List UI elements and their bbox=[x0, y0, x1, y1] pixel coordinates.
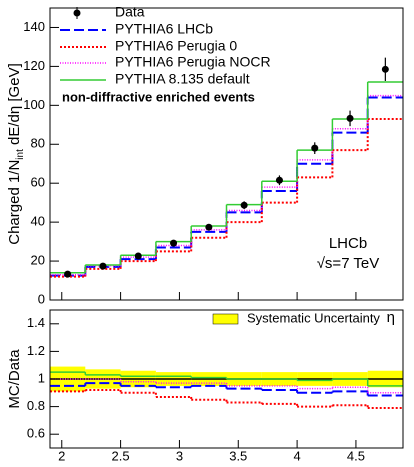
y-axis-label-part: MC/Data bbox=[6, 349, 23, 409]
legend-label: PYTHIA6 LHCb bbox=[115, 21, 213, 37]
legend-label: PYTHIA 8.135 default bbox=[115, 71, 250, 87]
x-tick-label: 3 bbox=[176, 448, 183, 463]
plot-area bbox=[50, 366, 403, 409]
y-tick-label: 60 bbox=[31, 175, 45, 190]
y-tick-label: 0 bbox=[38, 291, 45, 306]
legend-swatch bbox=[212, 313, 239, 325]
legend-label: Data bbox=[115, 4, 145, 20]
y-tick-label: 100 bbox=[23, 97, 45, 112]
y-tick-label: 0.6 bbox=[27, 426, 45, 441]
data-point bbox=[346, 114, 354, 122]
data-point bbox=[240, 201, 248, 209]
legend-label: Systematic Uncertainty bbox=[247, 310, 380, 325]
y-tick-label: 20 bbox=[31, 253, 45, 268]
x-axis-label: η bbox=[387, 309, 395, 326]
data-point bbox=[64, 270, 72, 278]
y-tick-label: 1 bbox=[38, 370, 45, 385]
x-tick-label: 4 bbox=[293, 448, 300, 463]
x-tick-label: 2 bbox=[58, 448, 65, 463]
x-tick-label: 3.5 bbox=[229, 448, 247, 463]
y-axis-label: Charged 1/Nint dE/dη [GeV] bbox=[6, 63, 26, 245]
data-point bbox=[205, 223, 213, 231]
y-axis-label-part: dE/dη [GeV] bbox=[6, 63, 23, 149]
data-point bbox=[99, 262, 107, 270]
data-point bbox=[381, 65, 389, 73]
legend-label: PYTHIA6 Perugia NOCR bbox=[115, 54, 271, 70]
plot-area bbox=[50, 57, 403, 278]
y-tick-label: 40 bbox=[31, 214, 45, 229]
y-tick-label: 80 bbox=[31, 136, 45, 151]
y-tick-label: 1.4 bbox=[27, 315, 45, 330]
annotation: non-diffractive enriched events bbox=[62, 89, 255, 104]
annotation: √s=7 TeV bbox=[317, 255, 380, 272]
y-axis-label: MC/Data bbox=[6, 349, 23, 409]
y-tick-label: 120 bbox=[23, 58, 45, 73]
y-axis-label-part: Charged 1/N bbox=[6, 160, 23, 245]
annotation: LHCb bbox=[329, 235, 367, 252]
y-axis-label-part: int bbox=[15, 149, 26, 160]
data-point bbox=[311, 144, 319, 152]
y-tick-label: 0.8 bbox=[27, 398, 45, 413]
x-tick-label: 4.5 bbox=[347, 448, 365, 463]
y-tick-label: 140 bbox=[23, 19, 45, 34]
data-point bbox=[170, 239, 178, 247]
frame bbox=[49, 7, 404, 301]
y-tick-label: 1.2 bbox=[27, 343, 45, 358]
data-point bbox=[275, 176, 283, 184]
x-tick-label: 2.5 bbox=[112, 448, 130, 463]
data-point bbox=[134, 252, 142, 260]
legend-label: PYTHIA6 Perugia 0 bbox=[115, 38, 237, 54]
